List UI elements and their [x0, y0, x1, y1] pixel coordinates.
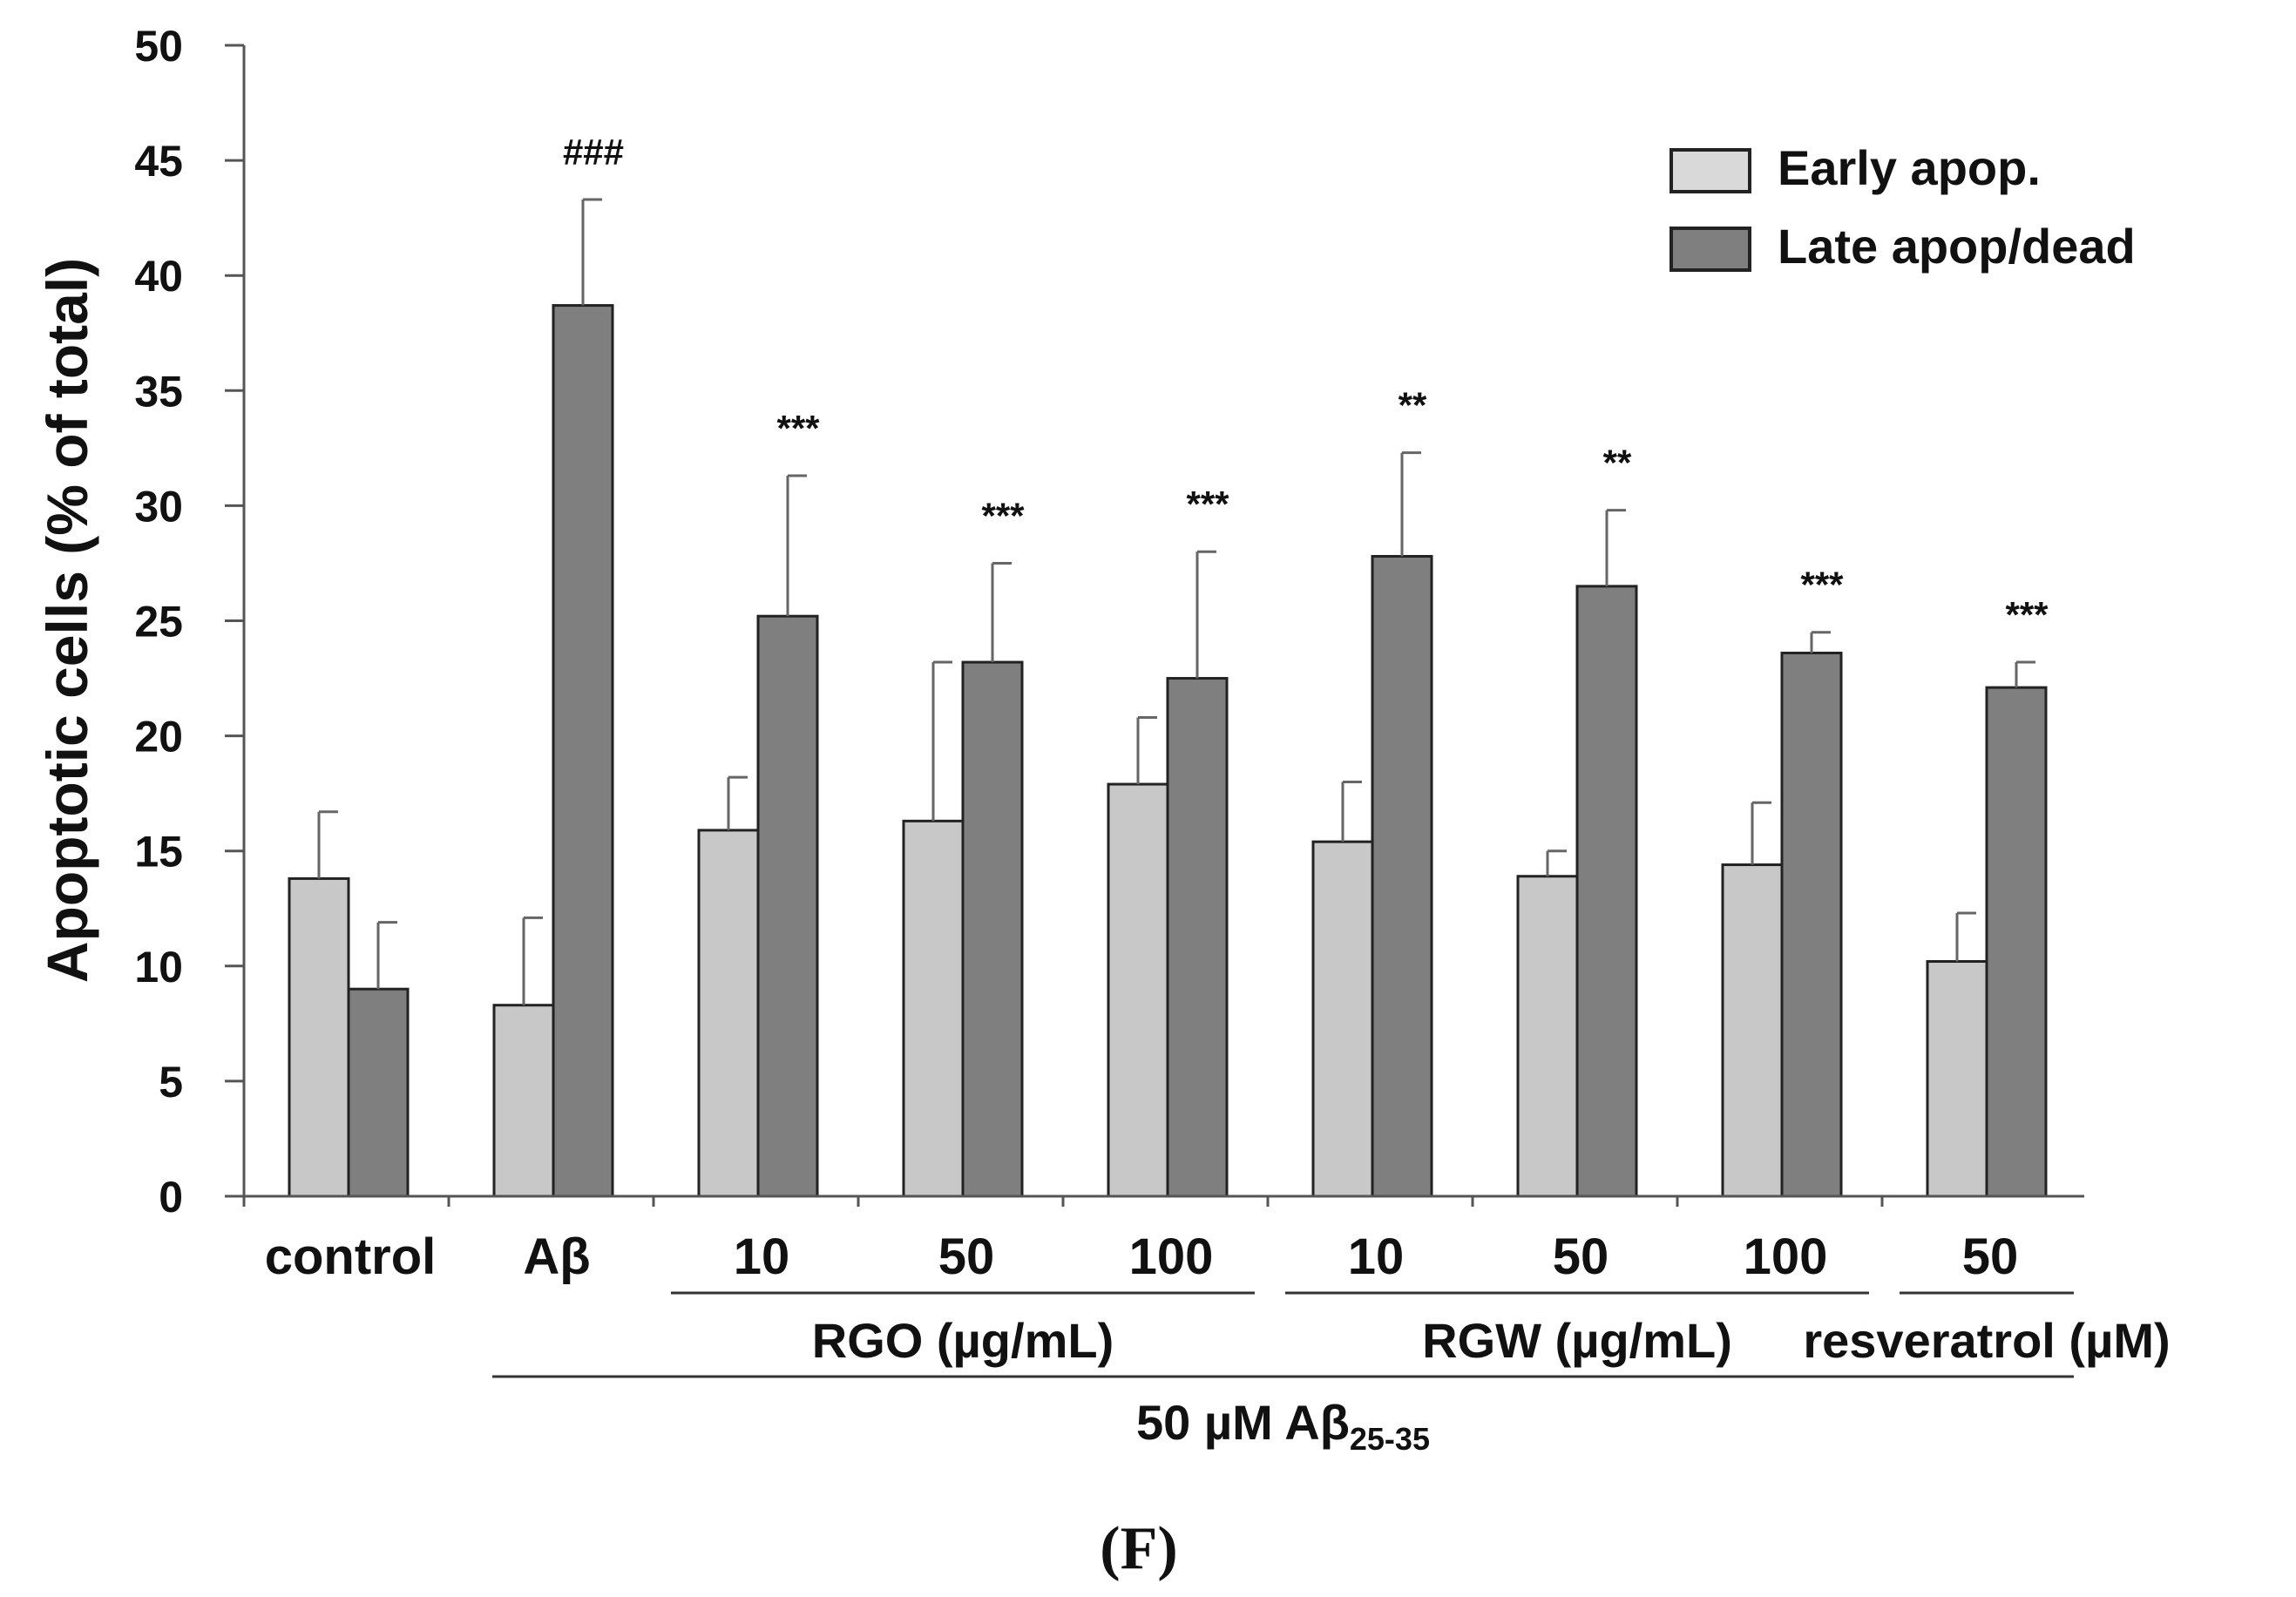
bar-early: [1311, 840, 1374, 1198]
bar-late: [1371, 555, 1433, 1198]
y-tick-label: 50: [134, 22, 183, 71]
bar-late: [552, 304, 614, 1198]
y-tick-label: 15: [134, 828, 183, 876]
group-label: RGO (µg/mL): [812, 1313, 1114, 1368]
bar-late: [1780, 651, 1843, 1198]
significance-label: ***: [776, 408, 820, 449]
y-tick-label: 10: [134, 943, 183, 991]
bar-early: [1721, 863, 1784, 1198]
y-tick-label: 0: [159, 1173, 183, 1221]
legend-label-early: Early apop.: [1778, 140, 2041, 195]
panel-label: (F): [1100, 1515, 1177, 1582]
bar-early: [1926, 960, 1988, 1198]
bar-late: [961, 660, 1024, 1198]
bar-late: [1575, 585, 1638, 1198]
y-tick-label: 45: [134, 137, 183, 186]
significance-label: **: [1399, 385, 1427, 426]
bar-late: [1985, 686, 2048, 1198]
significance-label: ***: [1186, 484, 1229, 524]
bar-early: [1516, 875, 1579, 1198]
x-category-label: 50: [1553, 1228, 1609, 1285]
x-category-label: 100: [1744, 1228, 1828, 1285]
significance-label: **: [1603, 443, 1632, 484]
treatment-label: 50 µM Aβ25-35: [1136, 1395, 1430, 1457]
x-category-label: 10: [734, 1228, 790, 1285]
bar-early: [697, 829, 760, 1198]
legend-swatch-late: [1670, 227, 1751, 272]
bar-early: [492, 1004, 555, 1198]
bar-late: [1166, 677, 1229, 1198]
bar-early: [288, 876, 350, 1198]
x-category-label: 10: [1348, 1228, 1405, 1285]
y-tick-label: 30: [134, 482, 183, 531]
x-category-label: 100: [1129, 1228, 1214, 1285]
significance-label: ***: [981, 495, 1025, 536]
legend: Early apop. Late apop/dead: [1670, 140, 2136, 274]
significance-label: ***: [1800, 565, 1844, 606]
x-category-label: 50: [938, 1228, 995, 1285]
x-category-label: control: [265, 1228, 437, 1285]
bar-late: [347, 987, 410, 1198]
y-tick-label: 20: [134, 713, 183, 761]
y-axis-label: Apoptotic cells (% of total): [35, 258, 99, 983]
legend-swatch-early: [1670, 148, 1751, 193]
y-tick-label: 40: [134, 252, 183, 301]
x-category-label: Aβ: [523, 1228, 590, 1285]
significance-label: ***: [2005, 594, 2049, 635]
legend-label-late: Late apop/dead: [1778, 219, 2136, 274]
y-tick-label: 5: [159, 1058, 183, 1106]
x-category-label: 50: [1962, 1228, 2019, 1285]
group-label: resveratrol (µM): [1803, 1313, 2170, 1368]
significance-label: ###: [563, 132, 624, 173]
y-tick-label: 25: [134, 598, 183, 646]
bar-late: [756, 614, 819, 1198]
bar-early: [902, 819, 965, 1198]
group-label: RGW (µg/mL): [1422, 1313, 1732, 1368]
bar-early: [1107, 782, 1169, 1198]
y-tick-label: 35: [134, 367, 183, 416]
